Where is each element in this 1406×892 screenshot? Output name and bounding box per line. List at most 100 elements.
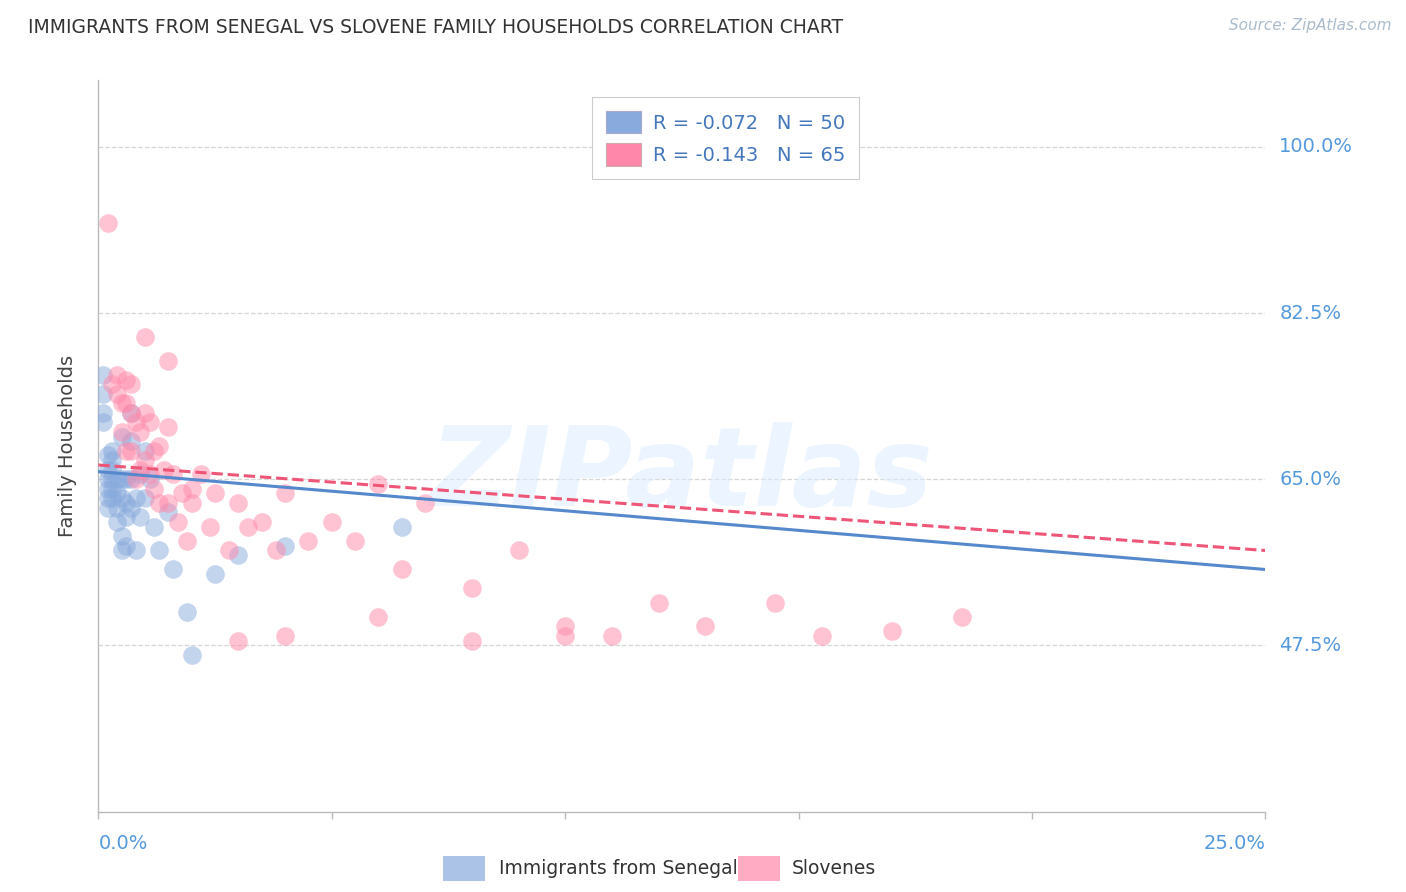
Legend: R = -0.072   N = 50, R = -0.143   N = 65: R = -0.072 N = 50, R = -0.143 N = 65: [592, 97, 859, 179]
Point: [391, 562, 413, 576]
Point: [97, 216, 120, 230]
Point: [139, 472, 162, 486]
Point: [120, 443, 142, 458]
Point: [508, 543, 530, 558]
Point: [105, 486, 128, 500]
Point: [554, 629, 576, 643]
Point: [120, 472, 142, 486]
Point: [134, 406, 156, 420]
Point: [111, 529, 134, 543]
Point: [172, 486, 194, 500]
Point: [105, 368, 128, 382]
Point: [228, 548, 250, 562]
Point: [180, 496, 202, 510]
Point: [134, 453, 156, 467]
Point: [120, 434, 142, 449]
Text: 100.0%: 100.0%: [1279, 137, 1354, 156]
Text: Immigrants from Senegal: Immigrants from Senegal: [499, 859, 738, 879]
Point: [143, 443, 166, 458]
Point: [115, 496, 138, 510]
Point: [695, 619, 717, 633]
Point: [176, 533, 198, 548]
Point: [125, 472, 148, 486]
Point: [125, 491, 148, 506]
Text: ZIPatlas: ZIPatlas: [430, 422, 934, 529]
Point: [91, 368, 114, 382]
Point: [763, 596, 786, 610]
Point: [139, 467, 162, 482]
Point: [115, 539, 138, 553]
Point: [101, 377, 124, 392]
Point: [120, 500, 142, 515]
Point: [105, 515, 128, 529]
Point: [162, 562, 184, 576]
Point: [218, 543, 240, 558]
Point: [143, 482, 166, 496]
Point: [97, 482, 120, 496]
Point: [143, 520, 166, 534]
Point: [101, 463, 124, 477]
Point: [129, 510, 152, 524]
Point: [236, 520, 259, 534]
Point: [321, 515, 343, 529]
Text: 47.5%: 47.5%: [1279, 636, 1341, 655]
Point: [111, 472, 134, 486]
Point: [148, 543, 170, 558]
Text: Source: ZipAtlas.com: Source: ZipAtlas.com: [1229, 18, 1392, 33]
Point: [101, 482, 124, 496]
Point: [461, 633, 484, 648]
Point: [134, 330, 156, 344]
Point: [129, 467, 152, 482]
Point: [120, 406, 142, 420]
Point: [250, 515, 273, 529]
Point: [180, 648, 202, 662]
Point: [105, 472, 128, 486]
Point: [115, 472, 138, 486]
Point: [134, 443, 156, 458]
Point: [120, 406, 142, 420]
Point: [91, 415, 114, 429]
Point: [120, 377, 142, 392]
Point: [647, 596, 669, 610]
Point: [274, 539, 297, 553]
Point: [274, 629, 297, 643]
Point: [157, 353, 180, 368]
Point: [97, 500, 120, 515]
Point: [204, 567, 226, 582]
Point: [97, 491, 120, 506]
Point: [180, 482, 202, 496]
Point: [101, 491, 124, 506]
Point: [111, 425, 134, 439]
Point: [344, 533, 367, 548]
Text: Slovenes: Slovenes: [792, 859, 876, 879]
Point: [91, 386, 114, 401]
Point: [115, 443, 138, 458]
Point: [101, 443, 124, 458]
Point: [115, 372, 138, 386]
Point: [152, 463, 174, 477]
Point: [880, 624, 903, 639]
Point: [811, 629, 834, 643]
Point: [157, 506, 180, 520]
Point: [157, 496, 180, 510]
Point: [97, 449, 120, 463]
Point: [264, 543, 287, 558]
Point: [200, 520, 222, 534]
Point: [91, 406, 114, 420]
Text: 0.0%: 0.0%: [98, 834, 148, 853]
Point: [101, 472, 124, 486]
Point: [111, 543, 134, 558]
Point: [115, 510, 138, 524]
Point: [367, 477, 389, 491]
Point: [190, 467, 212, 482]
Y-axis label: Family Households: Family Households: [58, 355, 77, 537]
Point: [204, 486, 226, 500]
Point: [148, 496, 170, 510]
Point: [391, 520, 413, 534]
Point: [125, 543, 148, 558]
Point: [554, 619, 576, 633]
Point: [134, 491, 156, 506]
Point: [461, 582, 484, 596]
Point: [111, 429, 134, 443]
Point: [111, 491, 134, 506]
